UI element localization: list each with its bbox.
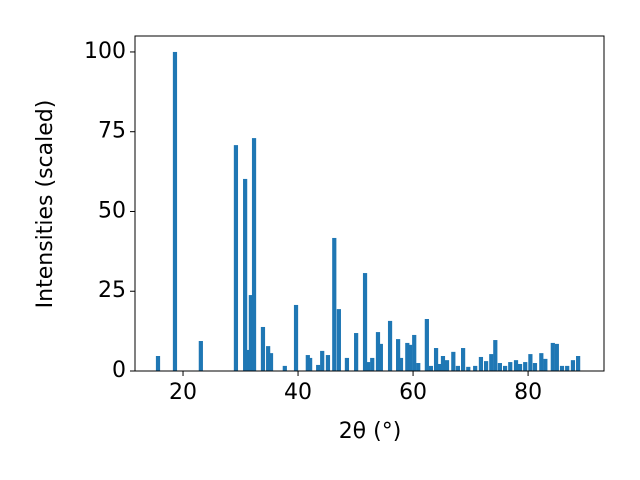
bar [354,333,359,371]
bar [466,366,471,371]
x-tick-label: 80 [514,380,542,405]
bar [260,326,266,371]
y-tick-label: 0 [112,358,126,383]
bar [532,363,538,371]
bar [370,357,375,371]
bar [325,355,331,371]
x-tick-label: 60 [399,380,427,405]
bar [251,138,257,371]
bar [424,318,429,371]
bar [155,356,161,371]
bar [412,334,417,371]
bar [559,365,565,371]
bar [366,362,371,371]
bar [508,362,513,371]
x-tick-label: 20 [169,380,197,405]
y-tick-label: 75 [98,119,126,144]
bar [305,355,310,371]
bar [523,362,528,371]
bar [444,360,450,371]
bar [396,339,401,371]
bar [455,365,461,371]
bar [565,365,570,371]
bar [266,346,271,371]
bar [398,357,404,371]
y-axis-label: Intensities (scaled) [33,100,58,309]
bar [539,353,544,371]
bar [489,354,494,371]
bar [408,344,413,371]
bar [493,340,498,371]
bar [245,349,251,371]
bar [428,365,433,371]
bar [543,358,548,371]
bar [198,341,203,371]
y-tick-label: 50 [98,198,126,223]
bar [293,304,299,371]
bar [528,354,533,371]
bar [517,363,523,371]
bar [554,343,559,371]
bar [308,357,313,371]
bar [320,350,325,371]
bar [570,360,576,371]
plot-frame [134,35,605,372]
bar [243,178,248,371]
bar [550,342,555,371]
bar [433,348,439,371]
bar [172,51,178,371]
y-tick-label: 25 [98,278,126,303]
bar [484,361,489,371]
bar [336,309,341,371]
bar [233,145,239,371]
bar [416,363,421,371]
y-tick-label: 100 [84,39,126,64]
bar [437,363,443,371]
bar [268,353,274,371]
bar [378,343,383,371]
bar [362,273,368,371]
bar [451,351,456,371]
bar [497,363,503,371]
bar [282,365,287,371]
bar [248,295,253,371]
bar [375,332,381,371]
bar [502,365,508,371]
bar [440,356,446,371]
bar [344,357,350,371]
bar [405,342,410,371]
x-tick-label: 40 [284,380,312,405]
bar [460,348,466,371]
x-axis-label: 2θ (°) [339,419,402,444]
bar [478,356,484,371]
bar [332,237,337,371]
bar [387,320,393,371]
bar [576,356,581,371]
bar [473,365,478,371]
bar [316,364,321,371]
bar [513,360,519,371]
